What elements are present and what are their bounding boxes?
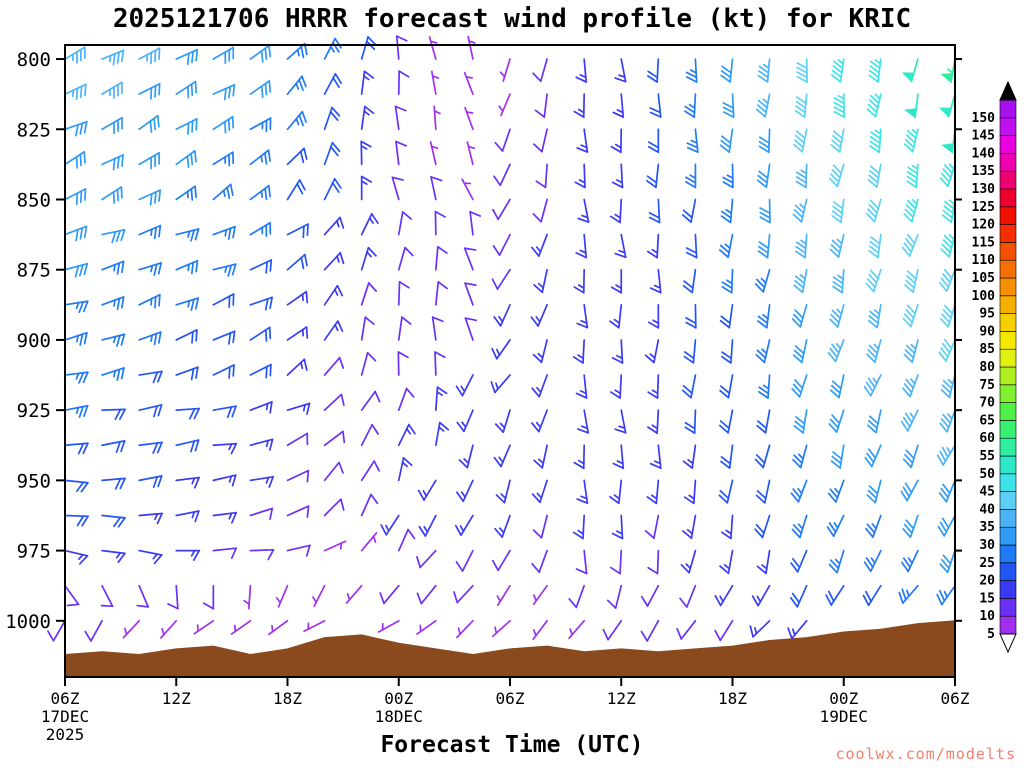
svg-text:00Z: 00Z [829, 689, 858, 708]
svg-text:875: 875 [17, 260, 51, 282]
svg-text:925: 925 [17, 400, 51, 422]
svg-text:06Z: 06Z [496, 689, 525, 708]
svg-text:19DEC: 19DEC [820, 707, 868, 726]
svg-text:18Z: 18Z [718, 689, 747, 708]
svg-text:25: 25 [979, 556, 995, 571]
svg-text:30: 30 [979, 538, 995, 553]
svg-text:60: 60 [979, 431, 995, 446]
svg-text:40: 40 [979, 502, 995, 517]
svg-text:2025: 2025 [46, 725, 85, 744]
svg-text:35: 35 [979, 520, 995, 535]
svg-text:65: 65 [979, 413, 995, 428]
svg-text:90: 90 [979, 324, 995, 339]
svg-text:95: 95 [979, 307, 995, 322]
svg-text:45: 45 [979, 485, 995, 500]
x-axis-title: Forecast Time (UTC) [380, 732, 644, 758]
svg-text:825: 825 [17, 119, 51, 141]
svg-text:100: 100 [972, 289, 996, 304]
svg-text:950: 950 [17, 470, 51, 492]
svg-text:1000: 1000 [5, 611, 51, 633]
svg-text:12Z: 12Z [607, 689, 636, 708]
svg-text:17DEC: 17DEC [41, 707, 89, 726]
chart-title: 2025121706 HRRR forecast wind profile (k… [112, 4, 912, 34]
svg-text:50: 50 [979, 467, 995, 482]
watermark-text: coolwx.com/modelts [835, 745, 1016, 763]
svg-text:140: 140 [972, 146, 996, 161]
svg-text:125: 125 [972, 200, 995, 215]
svg-text:150: 150 [972, 111, 996, 126]
svg-text:55: 55 [979, 449, 995, 464]
svg-text:18Z: 18Z [273, 689, 302, 708]
svg-text:975: 975 [17, 541, 51, 563]
svg-text:12Z: 12Z [162, 689, 191, 708]
svg-text:06Z: 06Z [51, 689, 80, 708]
svg-text:115: 115 [972, 235, 995, 250]
svg-text:5: 5 [987, 627, 995, 642]
svg-text:145: 145 [972, 129, 995, 144]
svg-text:135: 135 [972, 164, 995, 179]
svg-text:80: 80 [979, 360, 995, 375]
svg-text:70: 70 [979, 396, 995, 411]
svg-text:75: 75 [979, 378, 995, 393]
svg-text:800: 800 [17, 49, 51, 71]
svg-text:06Z: 06Z [941, 689, 970, 708]
svg-text:110: 110 [972, 253, 996, 268]
svg-text:900: 900 [17, 330, 51, 352]
svg-text:20: 20 [979, 574, 995, 589]
svg-text:850: 850 [17, 189, 51, 211]
svg-text:105: 105 [972, 271, 995, 286]
svg-text:130: 130 [972, 182, 996, 197]
svg-text:85: 85 [979, 342, 995, 357]
svg-text:10: 10 [979, 609, 995, 624]
svg-text:15: 15 [979, 591, 995, 606]
svg-text:120: 120 [972, 218, 996, 233]
svg-text:18DEC: 18DEC [375, 707, 423, 726]
svg-text:00Z: 00Z [384, 689, 413, 708]
